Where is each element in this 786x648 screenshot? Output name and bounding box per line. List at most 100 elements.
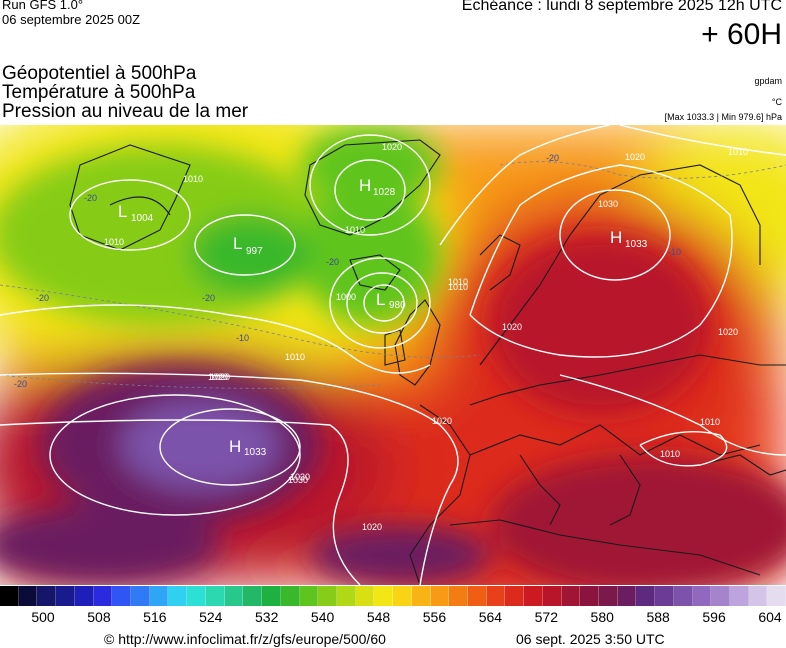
isobar-label: 1010 [448,282,468,292]
colorbar-tick-label: 580 [590,609,614,625]
isobar-label: 1010 [183,174,203,184]
forecast-horizon: + 60H [701,18,782,51]
isobar-label: 1030 [290,472,310,482]
high-pressure-center: H 1028 [359,176,396,198]
colorbar-tick-label: 540 [310,609,335,625]
temperature-label: -20 [326,257,339,267]
colorbar-swatch [299,586,319,606]
colorbar-swatch [131,586,150,606]
isobar-label: 1010 [448,277,468,287]
colorbar-swatch [599,586,618,606]
source-url[interactable]: © http://www.infoclimat.fr/z/gfs/europe/… [104,631,386,647]
svg-text:L: L [118,202,127,221]
isobar-label: 1010 [660,449,680,459]
low-pressure-center: L 997 [233,234,263,257]
svg-text:H: H [359,176,371,195]
unit-pressure-range: [Max 1033.3 | Min 979.6] hPa [664,112,782,122]
colorbar-swatch [262,586,281,606]
map-svg: 1010 1020 1010 1020 1000 1010 1010 1020 … [0,125,786,585]
unit-gpdam: gpdam [754,76,782,86]
high-pressure-center: H 1033 [229,437,267,458]
svg-text:980: 980 [389,300,406,311]
colorbar-swatch [524,586,543,606]
temperature-label: -10 [668,247,681,257]
run-title: Run GFS 1.0° [2,0,84,12]
colorbar-tick-label: 508 [87,609,111,625]
colorbar-swatch [580,586,599,606]
temperature-label: -10 [236,333,249,343]
coastlines [69,139,786,585]
colorbar-tick-label: 548 [366,609,391,625]
colorbar-swatch [767,586,786,606]
colorbar-tick-label: 524 [199,609,223,625]
colorbar-swatch [430,586,450,606]
isobar-label: 1020 [625,152,645,162]
isobar-label: 1020 [718,327,738,337]
render-timestamp: 06 sept. 2025 3:50 UTC [516,631,665,647]
svg-text:L: L [376,290,385,309]
temperature-label: -20 [84,193,97,203]
low-pressure-center: L 980 [376,290,406,311]
temperature-label: -20 [36,293,49,303]
svg-text:L: L [233,234,242,253]
colorbar-tick-label: 604 [758,609,782,625]
colorbar-swatch [112,586,132,606]
colorbar-swatch [37,586,57,606]
weather-map[interactable]: 1010 1020 1010 1020 1000 1010 1010 1020 … [0,125,786,585]
svg-text:H: H [229,437,241,456]
colorbar-tick-label: 516 [143,609,167,625]
colorbar-swatch [636,586,656,606]
colorbar-swatch [74,586,94,606]
colorbar-tick-label: 588 [646,609,670,625]
unit-celsius: °C [771,97,782,107]
colorbar-swatch [449,586,468,606]
colorbar-tick-label: 556 [422,609,447,625]
svg-text:1028: 1028 [373,187,396,198]
isobar-label: 1030 [288,475,308,485]
isobar-label: 1020 [208,372,228,382]
temperature-labels: -20 -20 -20 -20 -20 -10 -10 -20 [14,153,681,389]
svg-text:1033: 1033 [625,239,648,250]
svg-text:997: 997 [246,246,263,257]
colorbar-swatch [542,586,562,606]
layer-title-temperature: Température à 500hPa [2,82,196,103]
colorbar [0,586,786,606]
isobar-label: 1020 [362,522,382,532]
colorbar-swatch [692,586,712,606]
temperature-label: -20 [202,293,215,303]
high-pressure-center: H 1033 [610,228,648,250]
colorbar-swatch [673,586,693,606]
temperature-isotherms [0,161,786,389]
colorbar-swatch [748,586,768,606]
colorbar-swatch [93,586,113,606]
isobar-label: 1020 [210,372,230,382]
isobar-labels: 1010 1020 1010 1020 1000 1010 1010 1020 … [104,142,748,532]
isobar-label: 1000 [336,292,356,302]
colorbar-swatch [486,586,506,606]
run-date: 06 septembre 2025 00Z [2,12,141,27]
colorbar-swatch [243,586,263,606]
colorbar-swatch [374,586,394,606]
colorbar-swatch [655,586,674,606]
colorbar-swatch [617,586,637,606]
isobar-label: 1010 [700,417,720,427]
colorbar-swatch [205,586,225,606]
isobar-label: 1010 [285,352,305,362]
isobar-label: 1020 [502,322,522,332]
colorbar-tick-label: 564 [478,609,503,625]
svg-text:1033: 1033 [244,447,267,458]
colorbar-swatch [336,586,356,606]
colorbar-swatch [224,586,244,606]
colorbar-swatch [505,586,525,606]
colorbar-swatch [149,586,169,606]
isobar-label: 1010 [728,147,748,157]
temperature-label: -20 [14,379,27,389]
colorbar-swatch [187,586,206,606]
isobars [0,125,786,585]
colorbar-swatch [411,586,431,606]
colorbar-ticks: 500 508 516 524 532 540 548 556 564 572 580 588 596 6… [0,609,786,629]
geopotential-core [0,125,786,585]
colorbar-swatch [280,586,300,606]
layer-title-pressure: Pression au niveau de la mer [2,101,249,122]
colorbar-swatch [56,586,75,606]
